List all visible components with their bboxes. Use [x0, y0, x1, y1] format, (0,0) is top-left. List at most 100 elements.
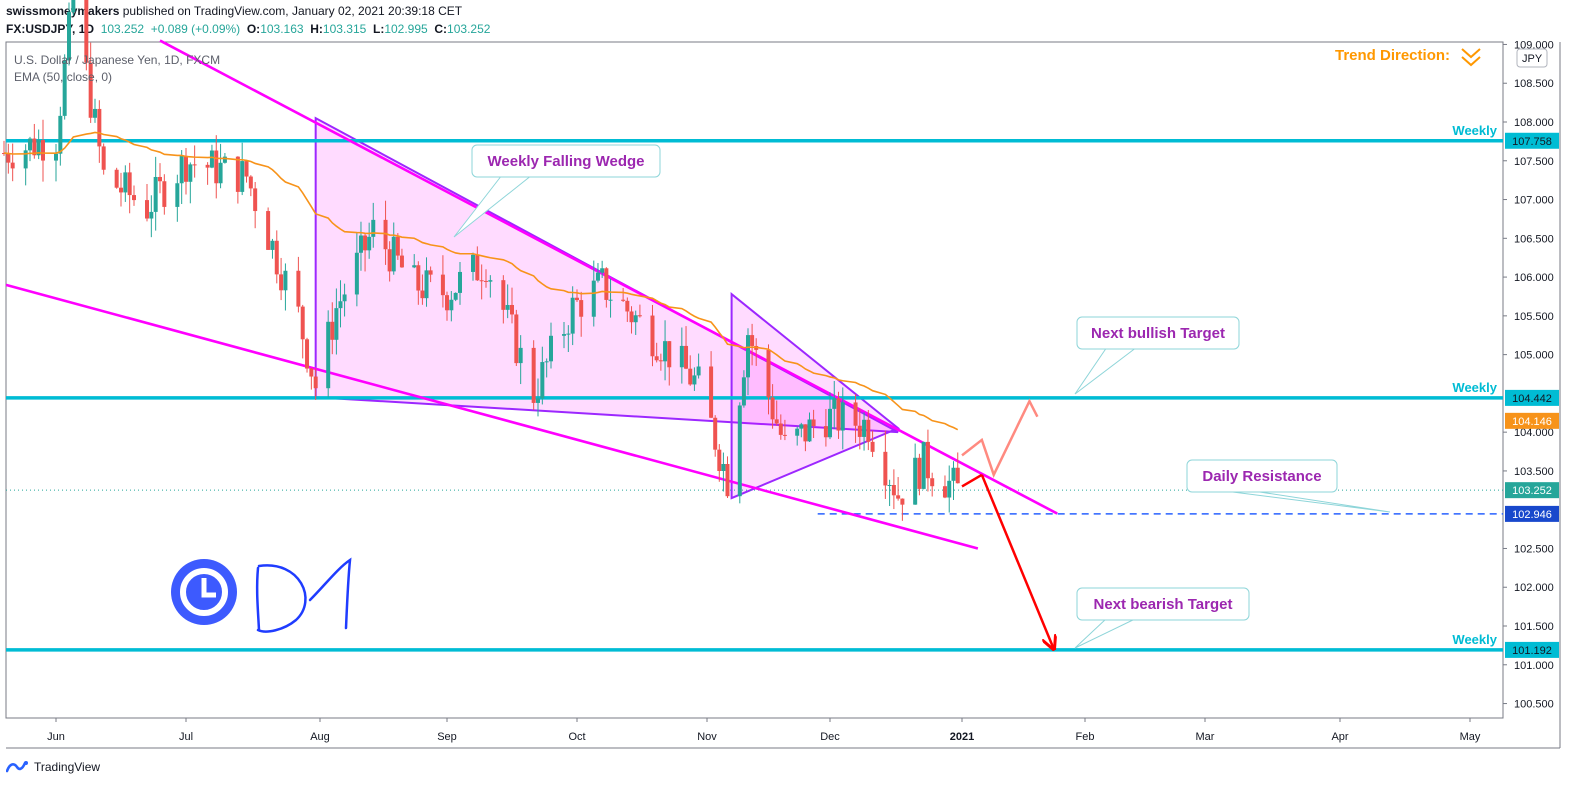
- candle-body: [296, 270, 301, 307]
- handwritten-d1-mark: [255, 557, 352, 633]
- candle-body: [870, 441, 875, 452]
- bullish-target-callout-pointer: [1074, 346, 1138, 395]
- price-axis-badge-label: 103.252: [1512, 485, 1552, 497]
- double-chevron-down-icon: [1461, 48, 1481, 67]
- candle-body: [412, 265, 417, 268]
- price-tick-label: 104.000: [1514, 427, 1554, 439]
- candle-body: [883, 451, 888, 486]
- candle-body: [921, 441, 926, 489]
- published-text: published on TradingView.com, January 02…: [122, 4, 463, 18]
- price-axis-badge-label: 107.758: [1512, 136, 1552, 148]
- candle-body: [955, 467, 960, 484]
- clock-icon-hands: [201, 578, 216, 598]
- candle-body: [399, 255, 404, 268]
- candle-body: [853, 402, 858, 426]
- timeframe-mark-text: D1: [0, 0, 2, 1]
- candle-body: [471, 254, 475, 272]
- falling-wedge-callout-box: [471, 144, 661, 178]
- candle-body: [484, 280, 488, 282]
- candle-body: [41, 140, 45, 161]
- candle-body: [663, 341, 668, 362]
- candle-body: [240, 161, 245, 192]
- price-axis-badge-label: 104.442: [1512, 393, 1552, 405]
- candle-body: [84, 0, 89, 63]
- candle-body: [218, 162, 223, 184]
- candle-body: [930, 478, 935, 487]
- candle-body: [363, 235, 368, 251]
- wedge-lower-line: [5, 283, 979, 550]
- time-tick-label: Oct: [568, 731, 585, 743]
- candle-body: [158, 176, 162, 182]
- candle-body: [595, 272, 600, 281]
- price-tick-label: 108.500: [1514, 78, 1554, 90]
- candle-body: [101, 146, 106, 170]
- time-tick-label: Dec: [820, 731, 840, 743]
- candle-body: [725, 464, 730, 497]
- candle-body: [741, 377, 746, 406]
- price-axis-badge: [1505, 505, 1559, 522]
- candle-body: [10, 162, 15, 169]
- price-tick-label: 102.000: [1514, 582, 1554, 594]
- candle-body: [750, 335, 755, 346]
- candle-body: [428, 270, 433, 275]
- last-price: 103.252: [100, 22, 145, 36]
- time-tick-label: Apr: [1331, 731, 1348, 743]
- bearish-target-callout-box: [1076, 587, 1250, 621]
- candle-body: [334, 308, 339, 340]
- time-tick-label: 2021: [950, 731, 974, 743]
- candle-body: [458, 271, 462, 293]
- candle-body: [570, 297, 575, 334]
- candle-body: [823, 426, 828, 438]
- candle-body: [925, 441, 930, 479]
- candle-body: [132, 195, 136, 201]
- candle-body: [387, 249, 392, 272]
- candle-body: [179, 155, 184, 184]
- time-tick-label: Nov: [697, 731, 717, 743]
- price-tick-label: 107.500: [1514, 156, 1554, 168]
- candle-body: [684, 345, 689, 369]
- candle-body: [149, 211, 154, 219]
- candle-body: [566, 333, 571, 335]
- candle-body: [774, 419, 779, 424]
- price-change: +0.089 (+0.09%): [150, 22, 241, 36]
- falling-wedge-callout-pointer: [453, 174, 533, 238]
- daily-resistance-callout-text: Daily Resistance: [1202, 468, 1321, 485]
- candle-body: [917, 457, 922, 489]
- price-tick-label: 101.500: [1514, 621, 1554, 633]
- candle-body: [342, 294, 347, 302]
- candle-body: [222, 156, 227, 163]
- candle-body: [913, 457, 918, 505]
- close-value: 103.252: [447, 22, 491, 36]
- open-value: 103.163: [260, 22, 304, 36]
- tradingview-footer[interactable]: TradingView: [6, 760, 100, 774]
- ohlc-line: FX:USDJPY, 1D 103.252 +0.089 (+0.09%) O:…: [6, 22, 490, 36]
- candle-body: [604, 268, 609, 300]
- candle-body: [192, 164, 197, 166]
- candle-body: [338, 301, 343, 309]
- candle-body: [71, 0, 76, 13]
- candle-body: [279, 274, 284, 291]
- price-axis-badge: [1505, 641, 1559, 658]
- candle-body: [782, 434, 787, 436]
- candle-body: [309, 368, 314, 377]
- trend-direction-label: Trend Direction:: [1335, 47, 1450, 64]
- candle-body: [799, 424, 804, 429]
- candle-body: [235, 156, 240, 192]
- candle-body: [475, 254, 480, 281]
- daily-resistance-callout-box: [1186, 459, 1338, 493]
- candle-body: [420, 290, 425, 299]
- candle-body: [266, 211, 271, 250]
- low-value: 102.995: [384, 22, 428, 36]
- candle-body: [709, 366, 714, 418]
- candle-body: [453, 292, 458, 300]
- publisher-name[interactable]: swissmoneymakers: [6, 4, 120, 18]
- daily-resistance-callout-pointer: [1216, 489, 1391, 513]
- candle-body: [625, 300, 630, 312]
- candle-body: [371, 219, 376, 237]
- time-tick-label: May: [1460, 731, 1481, 743]
- candle-body: [119, 187, 123, 193]
- candle-body: [54, 153, 58, 161]
- close-label: C:: [434, 22, 448, 36]
- ema-legend: EMA (50, close, 0): [14, 70, 113, 84]
